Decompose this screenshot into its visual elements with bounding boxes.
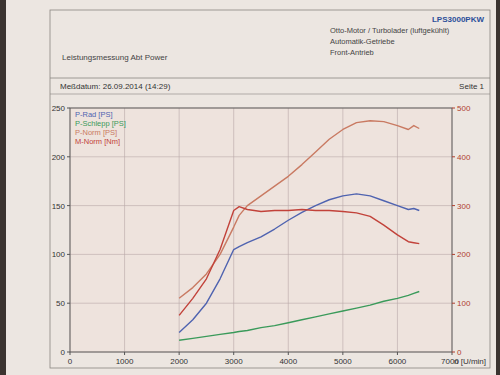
page-number: Seite 1 <box>459 82 484 91</box>
y2-tick <box>452 205 455 206</box>
x-tick-label: 1000 <box>116 357 134 366</box>
y2-tick <box>452 303 455 304</box>
measure-date: Meßdatum: 26.09.2014 (14:29) <box>60 82 171 91</box>
x-tick <box>397 352 398 355</box>
y2-tick <box>452 352 455 353</box>
y-tick <box>67 303 70 304</box>
sheet-frame <box>50 10 490 368</box>
y-tick-label: 100 <box>52 250 66 259</box>
y-tick <box>67 205 70 206</box>
y-tick <box>67 156 70 157</box>
y-tick-label: 0 <box>61 348 66 357</box>
x-tick <box>233 352 234 355</box>
y-grid-line <box>70 156 452 157</box>
x-tick-label: 0 <box>68 357 73 366</box>
y-tick-label: 150 <box>52 202 66 211</box>
header-rule <box>50 94 490 95</box>
header-text: LPS3000PKW <box>432 15 484 24</box>
x-tick-label: 4000 <box>279 357 297 366</box>
x-grid-line <box>342 108 343 352</box>
y-tick <box>67 108 70 109</box>
x-tick <box>179 352 180 355</box>
plot-area <box>70 108 452 352</box>
x-tick-label: 5000 <box>334 357 352 366</box>
x-tick-label: 6000 <box>389 357 407 366</box>
series-line <box>179 291 419 340</box>
legend-entry: P-Rad [PS] <box>75 110 113 119</box>
y-tick <box>67 352 70 353</box>
y2-tick-label: 500 <box>457 104 471 113</box>
y2-tick-label: 400 <box>457 153 471 162</box>
x-tick <box>288 352 289 355</box>
header-text: Leistungsmessung Abt Power <box>62 53 168 62</box>
header-text: Otto-Motor / Turbolader (luftgekühlt) <box>330 26 450 35</box>
header-text: Front-Antrieb <box>330 48 374 57</box>
y-grid-line <box>70 254 452 255</box>
series-line <box>179 207 419 316</box>
y2-tick-label: 100 <box>457 299 471 308</box>
x-grid-line <box>233 108 234 352</box>
legend-entry: P-Schlepp [PS] <box>75 119 126 128</box>
y2-tick-label: 300 <box>457 202 471 211</box>
header-rule <box>50 78 490 79</box>
series-group <box>179 121 419 341</box>
x-tick <box>342 352 343 355</box>
legend-entry: M-Norm [Nm] <box>75 137 120 146</box>
grid <box>70 108 452 352</box>
x-grid-line <box>124 108 125 352</box>
y2-tick-label: 200 <box>457 250 471 259</box>
series-line <box>179 194 419 333</box>
y2-tick-label: 0 <box>457 348 462 357</box>
y-tick-label: 200 <box>52 153 66 162</box>
legend-entry: P-Norm [PS] <box>75 128 117 137</box>
y2-tick <box>452 254 455 255</box>
paper <box>6 0 496 375</box>
y-tick-label: 50 <box>56 299 65 308</box>
x-grid-line <box>397 108 398 352</box>
y-tick-label: 250 <box>52 104 66 113</box>
x-tick <box>124 352 125 355</box>
y-tick <box>67 254 70 255</box>
x-grid-line <box>288 108 289 352</box>
y2-tick <box>452 156 455 157</box>
y-grid-line <box>70 303 452 304</box>
plot-frame <box>70 108 452 352</box>
x-axis-label: n [U/min] <box>454 357 486 366</box>
y2-tick <box>452 108 455 109</box>
header-text: Automatik-Getriebe <box>330 37 395 46</box>
x-tick-label: 3000 <box>225 357 243 366</box>
x-tick-label: 2000 <box>170 357 188 366</box>
chart-root: Leistungsmessung Abt Power LPS3000PKW Otto… <box>0 0 500 375</box>
